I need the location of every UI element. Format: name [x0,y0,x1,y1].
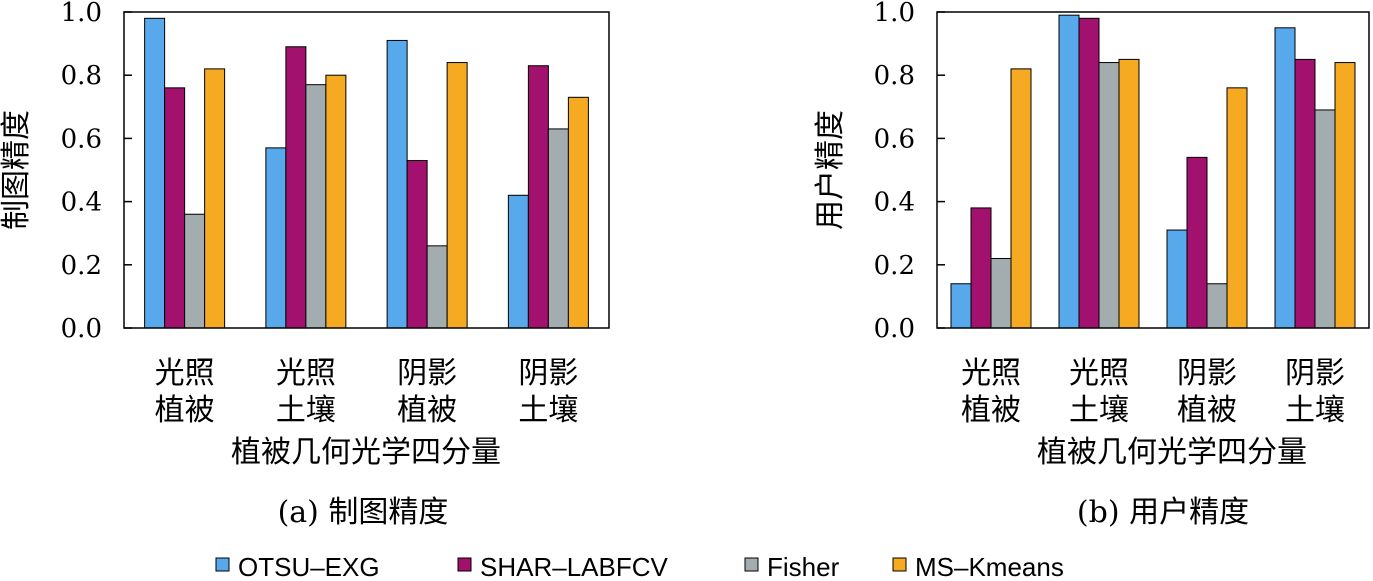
bar [1294,58,1316,329]
y-tick-label: 0.6 [874,124,915,154]
x-category-label: 土壤 [518,393,578,428]
bar [547,128,569,329]
legend: OTSU–EXG SHAR–LABFCV Fisher MS–Kmeans [215,552,1064,581]
panel-caption: (b) 用户精度 [1077,495,1249,530]
x-category-label: 光照 [1069,356,1129,391]
x-category-label: 光照 [276,356,336,391]
y-tick-label: 0.0 [874,314,915,344]
y-tick-label: 0.4 [874,188,915,218]
x-category-label: 阴影 [1285,356,1345,391]
chart-panel-a: 0.00.20.40.60.81.0光照植被光照土壤阴影植被阴影土壤植被几何光学… [0,0,610,530]
x-category-label: 植被 [1177,393,1237,428]
bar [1118,58,1140,329]
bar [386,39,408,329]
legend-label: Fisher [767,552,840,581]
legend-label: MS–Kmeans [915,552,1064,581]
y-tick-label: 0.8 [61,61,102,91]
plot-area-frame [936,11,1370,329]
legend-swatch [744,557,759,572]
y-tick-label: 0.2 [874,251,915,281]
bar [184,213,206,329]
bar [446,62,468,329]
legend-swatch [892,557,907,572]
x-category-label: 土壤 [1285,393,1345,428]
bar [1186,156,1208,329]
x-category-label: 土壤 [1069,393,1129,428]
bar [990,257,1012,329]
chart-panel-b: 0.00.20.40.60.81.0光照植被光照土壤阴影植被阴影土壤植被几何光学… [813,0,1370,530]
y-tick-label: 1.0 [874,0,915,28]
y-axis-title: 用户精度 [813,110,848,230]
x-category-label: 光照 [155,356,215,391]
bar [1314,109,1336,329]
bar [1098,62,1120,329]
bar [1058,14,1080,329]
x-axis-title: 植被几何光学四分量 [1037,435,1307,470]
bar [164,87,186,329]
y-tick-label: 0.2 [61,251,102,281]
bar [567,96,589,329]
bar [970,207,992,329]
bar [1226,87,1248,329]
x-category-label: 光照 [961,356,1021,391]
bar [507,194,529,329]
y-tick-label: 0.8 [874,61,915,91]
bar [1334,62,1356,329]
x-category-label: 植被 [155,393,215,428]
bar [1274,27,1296,329]
bar [426,245,448,329]
bar [204,68,226,329]
legend-label: SHAR–LABFCV [480,552,668,581]
y-tick-label: 0.0 [61,314,102,344]
x-category-label: 阴影 [1177,356,1237,391]
legend-swatch [215,557,230,572]
legend-label: OTSU–EXG [238,552,380,581]
bar [144,17,166,329]
bar [265,147,287,329]
bar [1166,229,1188,329]
y-axis-title: 制图精度 [0,110,34,230]
y-tick-label: 0.4 [61,188,102,218]
bar [950,283,972,329]
x-category-label: 植被 [397,393,457,428]
bar [305,84,327,329]
y-tick-label: 0.6 [61,124,102,154]
x-category-label: 土壤 [276,393,336,428]
x-category-label: 阴影 [397,356,457,391]
bar [406,160,428,329]
x-category-label: 植被 [961,393,1021,428]
bar [285,46,307,329]
bar [1206,283,1228,329]
y-tick-label: 1.0 [61,0,102,28]
x-category-label: 阴影 [518,356,578,391]
bar [1078,17,1100,329]
bar [1010,68,1032,329]
legend-swatch [457,557,472,572]
x-axis-title: 植被几何光学四分量 [231,435,501,470]
bar [527,65,549,329]
panel-caption: (a) 制图精度 [278,495,449,530]
bar [325,74,347,329]
plot-area-frame [123,11,610,329]
